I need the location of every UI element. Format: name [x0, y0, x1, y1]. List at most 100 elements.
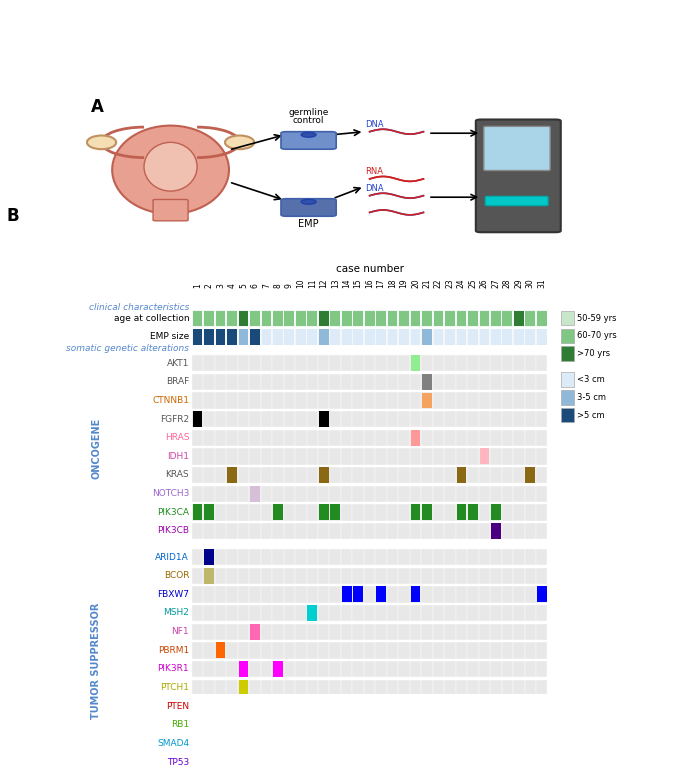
Bar: [479, 486, 490, 502]
Bar: [238, 467, 249, 484]
Bar: [307, 754, 318, 771]
Bar: [490, 642, 501, 658]
Bar: [398, 587, 410, 603]
Bar: [341, 549, 352, 566]
Bar: [318, 504, 329, 521]
Bar: [501, 392, 513, 409]
Bar: [513, 448, 525, 465]
Bar: [501, 486, 513, 502]
Text: 3: 3: [216, 282, 225, 288]
Bar: [295, 623, 307, 640]
Bar: [203, 504, 215, 521]
Bar: [319, 505, 329, 520]
Bar: [352, 486, 364, 502]
Bar: [238, 430, 249, 446]
Text: PBRM1: PBRM1: [158, 646, 189, 654]
Bar: [501, 754, 513, 771]
Bar: [410, 467, 421, 484]
Bar: [364, 568, 375, 584]
Bar: [525, 623, 536, 640]
Bar: [490, 623, 501, 640]
Bar: [398, 430, 410, 446]
Bar: [467, 310, 479, 327]
Bar: [410, 698, 421, 714]
Bar: [329, 698, 341, 714]
Bar: [295, 504, 307, 521]
Bar: [284, 329, 295, 346]
Bar: [375, 355, 387, 371]
Bar: [249, 698, 260, 714]
Bar: [398, 568, 410, 584]
Bar: [261, 736, 272, 752]
Bar: [421, 392, 433, 409]
Ellipse shape: [87, 136, 116, 149]
Bar: [215, 310, 226, 327]
Bar: [444, 698, 456, 714]
Bar: [490, 679, 501, 696]
Bar: [422, 329, 432, 345]
Bar: [238, 329, 248, 345]
Bar: [364, 661, 375, 677]
Bar: [444, 736, 456, 752]
Bar: [226, 605, 238, 622]
Bar: [307, 568, 318, 584]
Bar: [319, 310, 329, 326]
Bar: [215, 430, 226, 446]
Bar: [410, 486, 421, 502]
Bar: [307, 698, 318, 714]
Bar: [249, 504, 260, 521]
Bar: [513, 310, 525, 327]
Bar: [456, 587, 467, 603]
Bar: [215, 329, 226, 346]
Bar: [273, 310, 283, 326]
Bar: [525, 504, 536, 521]
Bar: [467, 717, 479, 733]
Bar: [536, 523, 547, 539]
Bar: [375, 679, 387, 696]
Text: 27: 27: [491, 278, 500, 288]
Bar: [341, 504, 352, 521]
Bar: [215, 587, 226, 603]
Bar: [318, 642, 329, 658]
Bar: [249, 605, 260, 622]
Bar: [422, 698, 432, 714]
Bar: [561, 311, 574, 325]
Bar: [272, 448, 284, 465]
Bar: [433, 448, 444, 465]
Bar: [203, 430, 215, 446]
Bar: [295, 467, 307, 484]
Bar: [513, 504, 525, 521]
Text: 28: 28: [503, 278, 512, 288]
Bar: [329, 587, 341, 603]
Bar: [318, 661, 329, 677]
Bar: [226, 430, 238, 446]
Bar: [249, 623, 260, 640]
Bar: [203, 698, 215, 714]
Bar: [192, 698, 203, 714]
Bar: [444, 549, 456, 566]
Bar: [352, 568, 364, 584]
Text: 8: 8: [273, 283, 282, 288]
Bar: [456, 523, 467, 539]
Bar: [284, 411, 295, 427]
Bar: [387, 605, 398, 622]
Bar: [307, 355, 318, 371]
Bar: [192, 568, 203, 584]
Bar: [398, 736, 410, 752]
Bar: [238, 679, 249, 696]
Bar: [525, 411, 536, 427]
Bar: [536, 661, 547, 677]
Bar: [467, 549, 479, 566]
Bar: [387, 355, 398, 371]
Bar: [433, 679, 444, 696]
Bar: [433, 430, 444, 446]
Text: DNA: DNA: [365, 119, 384, 129]
Bar: [192, 486, 203, 502]
Bar: [307, 549, 318, 566]
Bar: [444, 679, 456, 696]
Bar: [226, 661, 238, 677]
Text: 11: 11: [308, 278, 316, 288]
Bar: [490, 411, 501, 427]
Bar: [329, 448, 341, 465]
Bar: [433, 587, 444, 603]
